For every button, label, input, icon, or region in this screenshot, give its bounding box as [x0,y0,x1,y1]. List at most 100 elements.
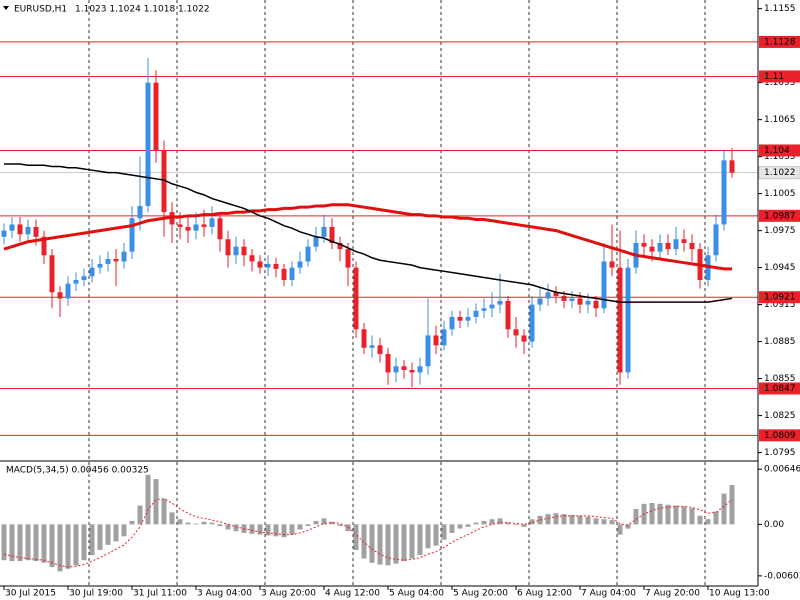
candle-body [81,276,87,280]
x-tick-label: 31 Jul 11:00 [133,589,187,599]
level-label: 1.0847 [764,384,796,394]
macd-bar [129,520,135,525]
dropdown-icon[interactable] [3,6,9,10]
macd-bar [585,516,591,525]
candle-body [97,263,103,268]
candle-body [417,366,423,373]
y-tick-label: 1.1155 [764,4,796,14]
candle-body [545,292,551,299]
macd-bar [473,522,479,525]
macd-bar [689,508,695,525]
candle-body [553,292,559,296]
macd-bar [305,524,311,527]
candle-body [465,316,471,321]
candle-body [193,224,199,231]
macd-bar [257,524,263,535]
macd-bar [145,474,151,525]
macd-bar [385,524,391,566]
macd-bar [201,521,207,525]
candle-body [441,329,447,346]
candle-body [273,263,279,269]
macd-bar [529,519,535,525]
macd-bar [521,524,527,527]
level-tag [759,429,800,442]
macd-bar [161,498,167,525]
candle-body [673,239,679,250]
level-tag [759,70,800,83]
macd-bar [513,524,519,526]
candle-body [73,279,79,284]
y-tick-label: 1.0795 [764,448,796,458]
candle-body [185,226,191,231]
candle-body [409,369,415,373]
macd-bar [609,520,615,525]
macd-bar [209,522,215,525]
candle-body [721,160,727,225]
candle-body [489,304,495,309]
macd-bar [321,518,327,525]
candle-body [497,300,503,305]
candle-body [313,236,319,247]
macd-bar [665,504,671,525]
candle-body [537,298,543,305]
candle-body [649,246,655,252]
candle-body [641,242,647,247]
candle-body [321,226,327,237]
candle-body [289,267,295,280]
x-tick-label: 5 Aug 04:00 [389,589,444,599]
macd-bar [649,503,655,525]
macd-bar [633,508,639,525]
candle-body [329,226,335,243]
candle-body [297,261,303,268]
candle-body [505,300,511,330]
candle-body [225,239,231,256]
candle-body [161,150,167,213]
macd-bar [409,524,415,559]
x-tick-label: 10 Aug 13:00 [709,589,770,599]
candle-body [129,218,135,252]
candle-body [513,329,519,336]
candle-body [617,267,623,373]
macd-bar [673,505,679,525]
macd-bar [401,524,407,562]
macd-bar [225,524,231,530]
level-tag [759,35,800,48]
candle-body [353,267,359,330]
macd-bar [249,524,255,534]
candle-body [385,353,391,373]
candle-body [665,242,671,250]
candle-body [337,242,343,250]
macd-bar [457,524,463,529]
macd-bar [281,524,287,538]
ohlc-info: 1.1023 1.1024 1.1018 1.1022 [75,5,210,15]
macd-bar [729,485,735,525]
level-label: 1.0921 [764,293,796,303]
x-tick-label: 4 Aug 12:00 [325,589,380,599]
macd-bar [33,524,39,562]
macd-bar [577,515,583,525]
x-tick-label: 3 Aug 04:00 [197,589,252,599]
macd-bar [329,521,335,525]
candle-body [49,255,55,293]
macd-bar [497,518,503,525]
macd-title: MACD(5,34,5) 0.00456 0.00325 [6,466,149,476]
candle-body [657,242,663,252]
macd-bar [337,524,343,527]
y-tick-label: 1.0945 [764,263,796,273]
level-tag [759,209,800,222]
candle-body [153,82,159,151]
candle-body [121,251,127,262]
candle-body [401,366,407,370]
grid [0,0,758,586]
symbol-title: EURUSD,H1 [14,5,67,15]
candle-body [9,224,15,231]
macd-bar [625,524,631,529]
macd-bar [433,524,439,546]
macd-bar [153,479,159,525]
x-tick-label: 7 Aug 20:00 [645,589,700,599]
macd-bar [617,524,623,535]
macd-bar [273,524,279,537]
macd-bar [721,493,727,525]
candle-body [473,310,479,317]
candle-body [17,224,23,235]
